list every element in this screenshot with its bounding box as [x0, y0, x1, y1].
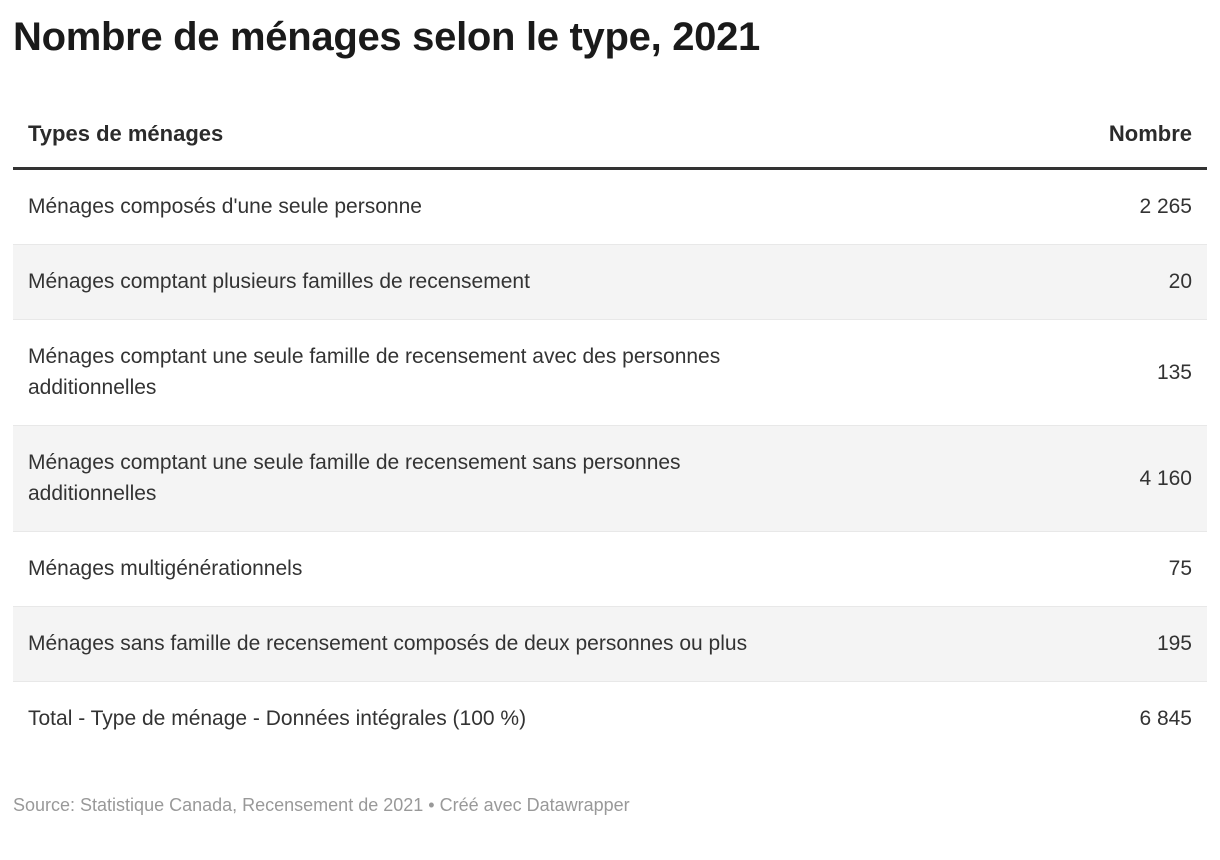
count-cell: 135 — [765, 319, 1207, 426]
datawrapper-credit-link[interactable]: Créé avec Datawrapper — [439, 795, 630, 815]
table-body: Ménages composés d'une seule personne 2 2… — [13, 168, 1207, 757]
household-type-cell: Total - Type de ménage - Données intégra… — [28, 707, 527, 730]
count-cell: 75 — [765, 531, 1207, 607]
chart-title: Nombre de ménages selon le type, 2021 — [13, 15, 760, 59]
source-text: Source: Statistique Canada, Recensement … — [13, 795, 424, 815]
table-row: Total - Type de ménage - Données intégra… — [13, 682, 1207, 757]
column-header-number: Nombre — [765, 99, 1207, 170]
household-type-cell: Ménages comptant plusieurs familles de r… — [13, 244, 766, 320]
household-type-cell: Ménages comptant une seule famille de re… — [13, 319, 766, 426]
column-header-types: Types de ménages — [13, 99, 766, 170]
household-type-cell: Ménages comptant une seule famille de re… — [13, 425, 766, 532]
footer: Source: Statistique Canada, Recensement … — [13, 793, 1207, 818]
header-row: Types de ménages Nombre — [13, 99, 1207, 170]
household-type-cell: Ménages sans famille de recensement comp… — [13, 606, 766, 682]
table-row: Ménages composés d'une seule personne 2 2… — [13, 168, 1207, 245]
households-table: Types de ménages Nombre Ménages composés… — [13, 99, 1207, 756]
count-cell: 2 265 — [765, 168, 1207, 245]
footer-separator: • — [423, 795, 440, 815]
count-cell: 20 — [765, 244, 1207, 320]
table-row: Ménages comptant une seule famille de re… — [13, 425, 1207, 532]
count-cell: 195 — [765, 606, 1207, 682]
table-row: Ménages comptant une seule famille de re… — [13, 319, 1207, 426]
household-type-cell: Ménages composés d'une seule personne — [13, 168, 766, 245]
household-type-cell: Ménages multigénérationnels — [13, 531, 766, 607]
table-row: Ménages comptant plusieurs familles de r… — [13, 244, 1207, 320]
count-cell: 6 845 — [1139, 707, 1192, 730]
table-row: Ménages sans famille de recensement comp… — [13, 606, 1207, 682]
table-row: Ménages multigénérationnels 75 — [13, 531, 1207, 607]
count-cell: 4 160 — [765, 425, 1207, 532]
